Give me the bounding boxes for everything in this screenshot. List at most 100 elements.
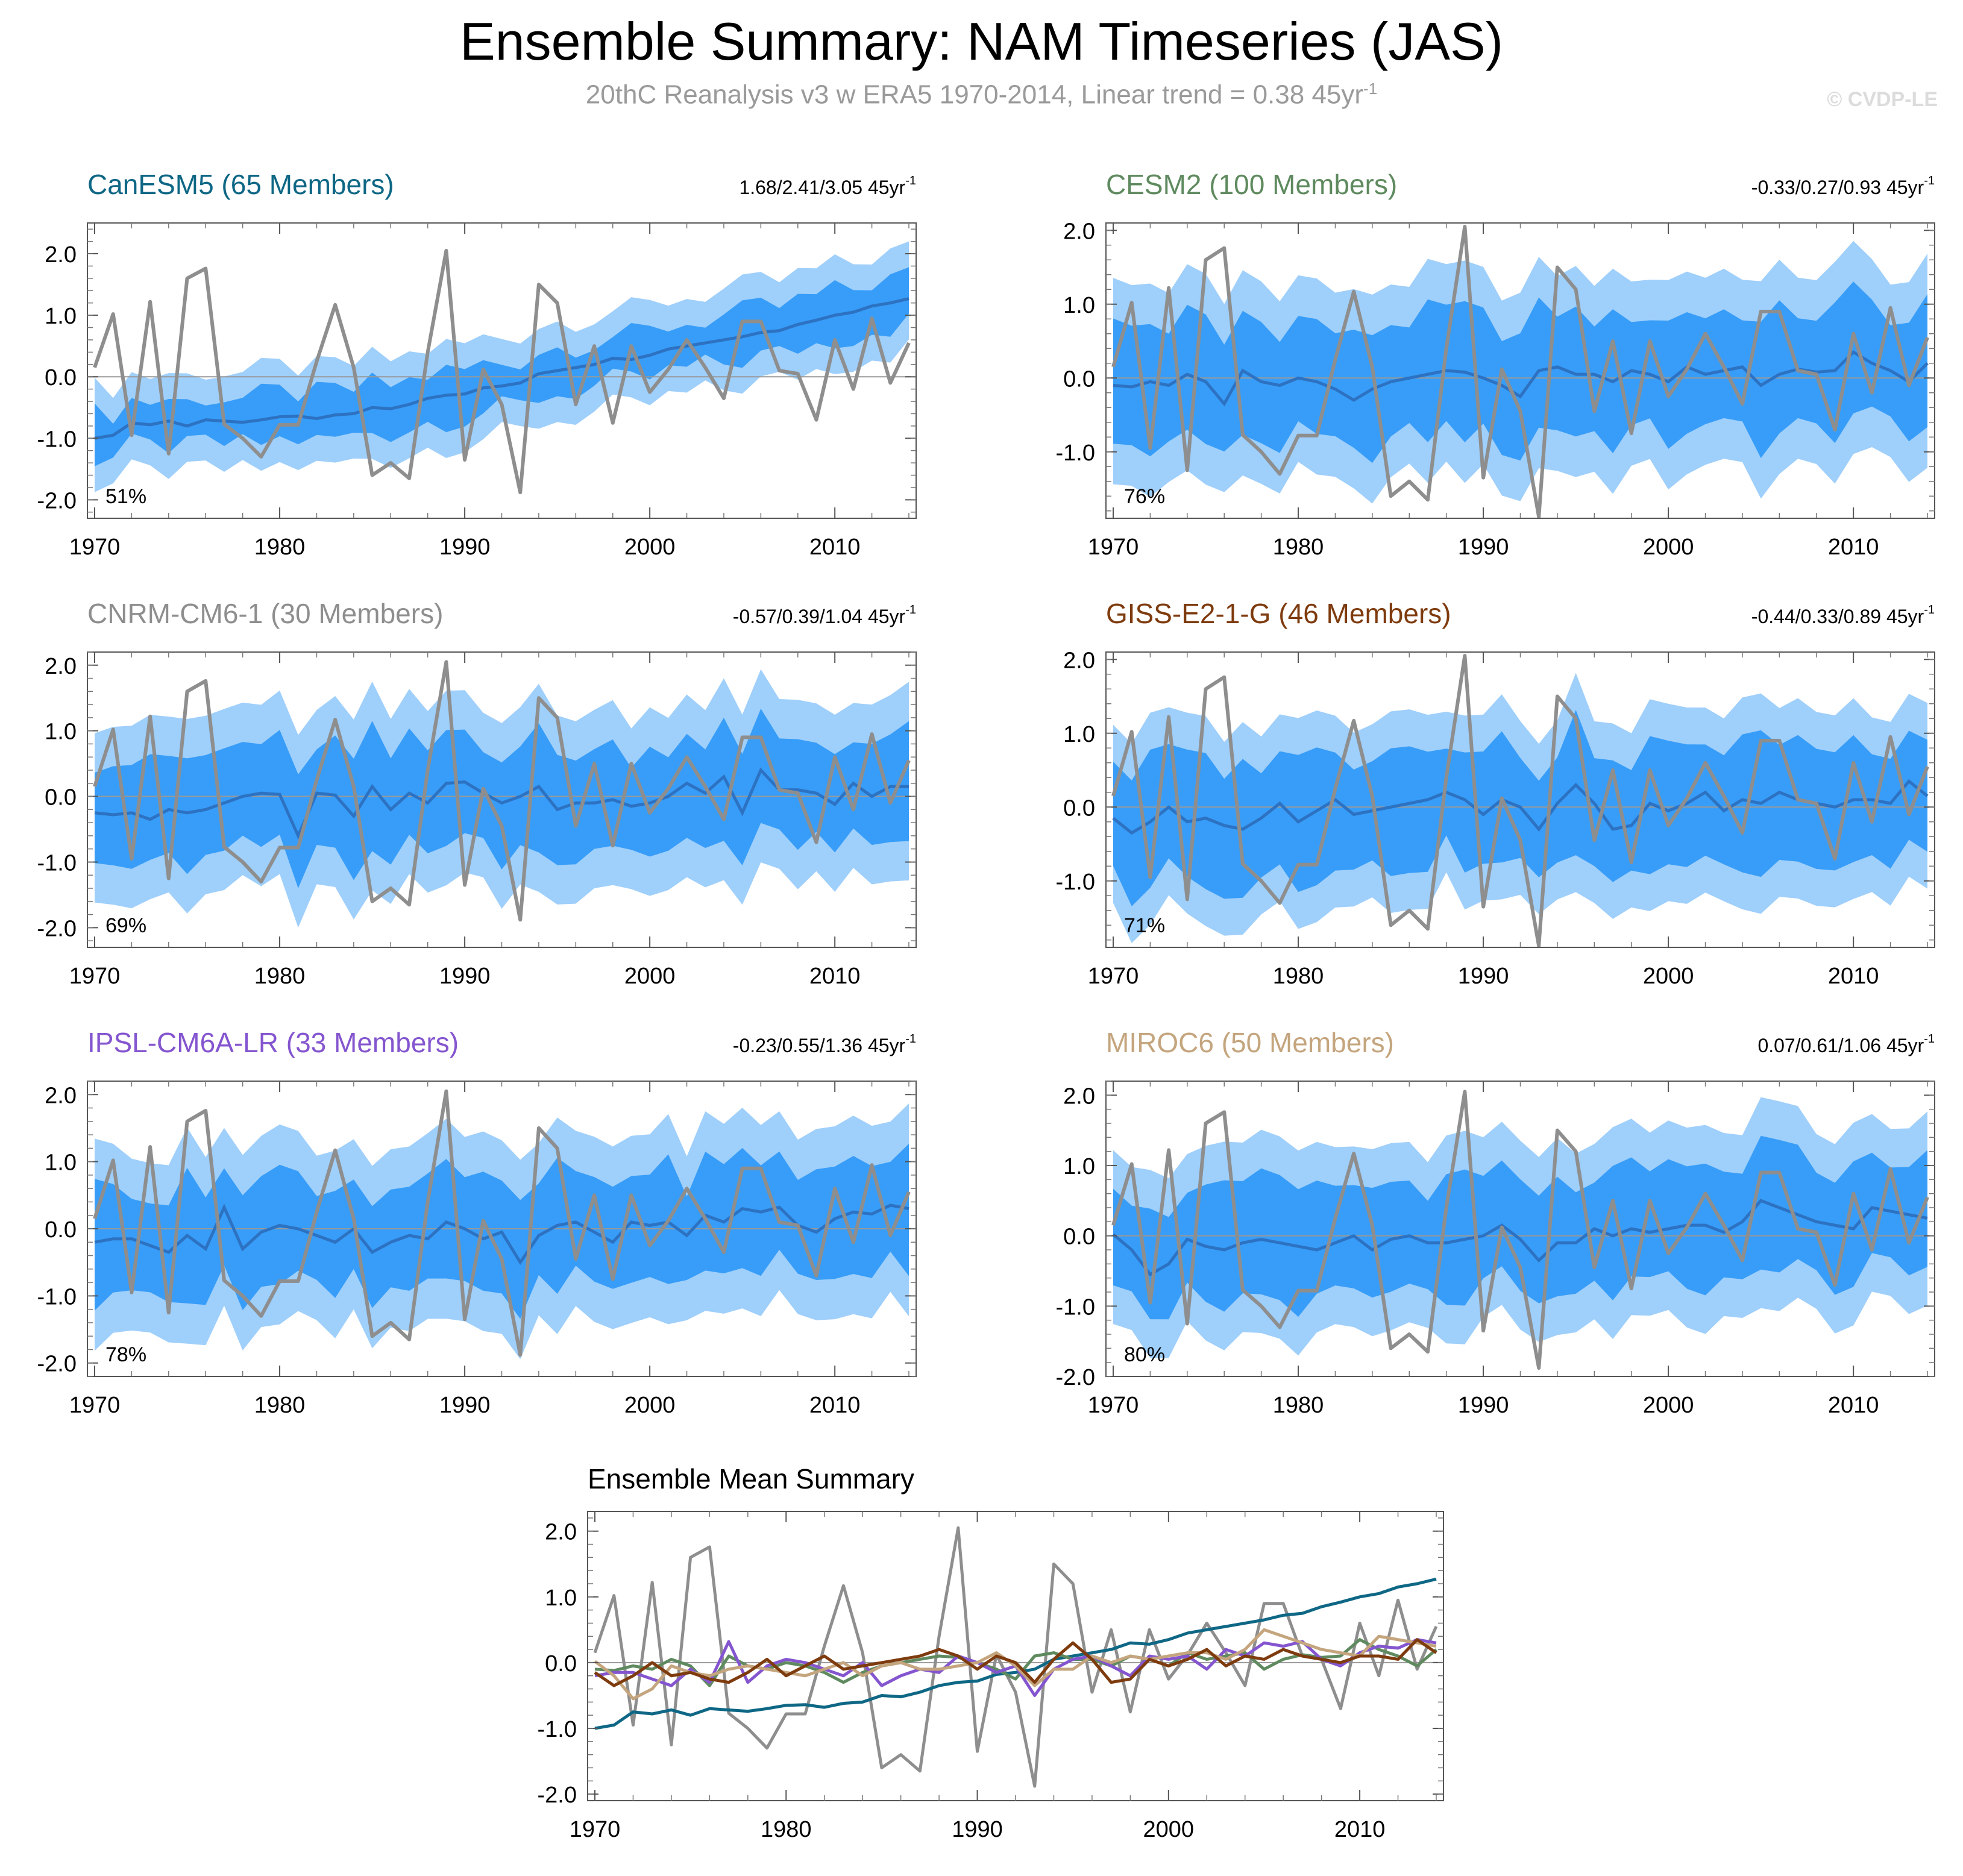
x-tick-label: 1970	[1088, 1393, 1139, 1418]
trend-label-superscript: -1	[1924, 603, 1935, 616]
observation-line	[93, 660, 911, 922]
y-tick-label: -2.0	[1056, 1365, 1095, 1390]
x-tick-label: 2010	[809, 1393, 861, 1418]
x-tick-label: 1990	[1458, 535, 1509, 560]
panel-ensemble-mean-summary: 2.0 1.0 0.0 -1.0 -2.0 1970 1980 1990 2000 2010 Ens…	[538, 1463, 1444, 1842]
trend-label-superscript: -1	[905, 1032, 916, 1046]
trend-label-superscript: -1	[1924, 174, 1935, 187]
subtitle-superscript: -1	[1363, 80, 1378, 98]
x-tick-label: 2000	[624, 964, 676, 989]
x-tick-label: 1990	[439, 535, 491, 560]
inner-band-cesm2	[1113, 281, 1927, 463]
plot-area	[588, 1526, 1443, 1788]
trend-label-text: 1.68/2.41/3.05 45yr	[739, 177, 905, 198]
series-line-20thc-reanalysis-v3-w-era5	[593, 1526, 1438, 1788]
observation-line	[93, 1089, 911, 1357]
y-tick-label: 0.0	[45, 785, 77, 811]
y-tick-label: 2.0	[45, 1083, 77, 1108]
panel-cnrm-cm6-1: 2.0 1.0 0.0 -1.0 -2.0 1970 1980 1990 2000 2010 CNR…	[37, 598, 917, 989]
trend-label: -0.23/0.55/1.36 45yr-1	[733, 1032, 916, 1056]
x-tick-label: 1970	[1088, 535, 1139, 560]
x-tick-label: 2000	[1143, 1817, 1195, 1842]
trend-label-superscript: -1	[1924, 1032, 1935, 1046]
watermark: © CVDP-LE	[1827, 88, 1938, 111]
plot-area	[87, 1089, 916, 1360]
x-tick-label: 2010	[809, 535, 861, 560]
y-tick-label: -2.0	[37, 916, 77, 941]
percent-label: 78%	[105, 1343, 146, 1366]
x-tick-label: 1980	[761, 1817, 812, 1842]
plot-area	[87, 660, 916, 928]
series-line-miroc6	[594, 1628, 1437, 1701]
x-tick-label: 2000	[1643, 1393, 1694, 1418]
trend-label-superscript: -1	[905, 603, 916, 616]
figure-subtitle: 20thC Reanalysis v3 w ERA5 1970-2014, Li…	[0, 80, 1963, 110]
y-tick-label: 2.0	[1063, 219, 1095, 244]
ensemble-mean-line-giss-e2-1-g	[1112, 779, 1929, 835]
y-tick-label: 0.0	[1063, 1225, 1095, 1250]
y-tick-label: -1.0	[37, 1284, 77, 1310]
trend-label: -0.44/0.33/0.89 45yr-1	[1751, 603, 1935, 627]
y-tick-label: 0.0	[545, 1651, 577, 1677]
percent-label: 80%	[1124, 1343, 1165, 1366]
percent-label: 69%	[105, 914, 146, 937]
series-line-canesm5	[594, 1577, 1437, 1730]
y-tick-label: -2.0	[37, 1352, 77, 1377]
y-tick-label: 2.0	[545, 1520, 577, 1545]
y-tick-label: 2.0	[45, 654, 77, 679]
x-tick-label: 1970	[69, 535, 121, 560]
x-tick-label: 2000	[624, 1393, 676, 1418]
y-tick-label: 2.0	[45, 242, 77, 268]
x-tick-label: 2010	[1828, 1393, 1879, 1418]
panel-cesm2: 2.0 1.0 0.0 -1.0 1970 1980 1990 2000 2010 CESM2 (…	[1056, 169, 1935, 560]
y-tick-label: 0.0	[1063, 366, 1095, 392]
percent-label: 76%	[1124, 485, 1165, 508]
plot-area	[1106, 654, 1935, 947]
y-tick-label: 0.0	[1063, 795, 1095, 821]
figure-title: Ensemble Summary: NAM Timeseries (JAS)	[459, 11, 1504, 71]
x-tick-label: 2000	[1643, 964, 1694, 989]
x-tick-label: 1970	[69, 964, 121, 989]
x-tick-label: 1980	[254, 1393, 306, 1418]
y-tick-label: 2.0	[1063, 1084, 1095, 1109]
percent-label: 51%	[105, 485, 146, 508]
trend-label: -0.33/0.27/0.93 45yr-1	[1751, 174, 1935, 198]
x-tick-label: 1980	[254, 535, 306, 560]
panel-ipsl-cm6a-lr: 2.0 1.0 0.0 -1.0 -2.0 1970 1980 1990 2000 2010 IPS…	[37, 1027, 917, 1418]
x-tick-label: 1970	[570, 1817, 621, 1842]
trend-label-text: -0.33/0.27/0.93 45yr	[1751, 177, 1924, 198]
x-tick-label: 1980	[1273, 964, 1324, 989]
x-tick-label: 1970	[1088, 964, 1139, 989]
y-tick-label: -1.0	[1056, 441, 1095, 466]
observation-line	[1111, 225, 1929, 518]
y-tick-label: 0.0	[45, 365, 77, 391]
x-tick-label: 1990	[1458, 1393, 1509, 1418]
trend-label: 0.07/0.61/1.06 45yr-1	[1757, 1032, 1935, 1056]
x-tick-label: 1990	[439, 964, 491, 989]
y-tick-label: -2.0	[538, 1783, 577, 1808]
panel-title: IPSL-CM6A-LR (33 Members)	[87, 1027, 459, 1058]
x-tick-label: 1990	[439, 1393, 491, 1418]
y-tick-label: 1.0	[45, 304, 77, 329]
plot-area	[1106, 1090, 1935, 1370]
trend-label-text: -0.44/0.33/0.89 45yr	[1751, 606, 1924, 627]
y-tick-label: -1.0	[37, 850, 77, 876]
ensemble-mean-line-cnrm-cm6-1	[94, 767, 909, 840]
y-tick-label: 2.0	[1063, 648, 1095, 673]
trend-label-text: 0.07/0.61/1.06 45yr	[1757, 1035, 1924, 1056]
x-tick-label: 2000	[624, 535, 676, 560]
panel-canesm5: 2.0 1.0 0.0 -1.0 -2.0 1970 1980 1990 2000 2010 Can…	[37, 169, 917, 560]
x-tick-label: 1990	[952, 1817, 1003, 1842]
observation-line	[1111, 654, 1929, 947]
y-tick-label: -1.0	[37, 427, 77, 452]
x-tick-label: 1970	[69, 1393, 121, 1418]
y-tick-label: 1.0	[1063, 722, 1095, 747]
subtitle-text: 20thC Reanalysis v3 w ERA5 1970-2014, Li…	[585, 80, 1364, 110]
trend-label: 1.68/2.41/3.05 45yr-1	[739, 174, 916, 198]
x-tick-label: 1980	[1273, 1393, 1324, 1418]
panel-title: CNRM-CM6-1 (30 Members)	[87, 598, 443, 629]
ensemble-mean-line-cesm2	[1113, 350, 1929, 407]
series-line-giss-e2-1-g	[594, 1638, 1437, 1687]
panel-title: Ensemble Mean Summary	[588, 1463, 914, 1495]
